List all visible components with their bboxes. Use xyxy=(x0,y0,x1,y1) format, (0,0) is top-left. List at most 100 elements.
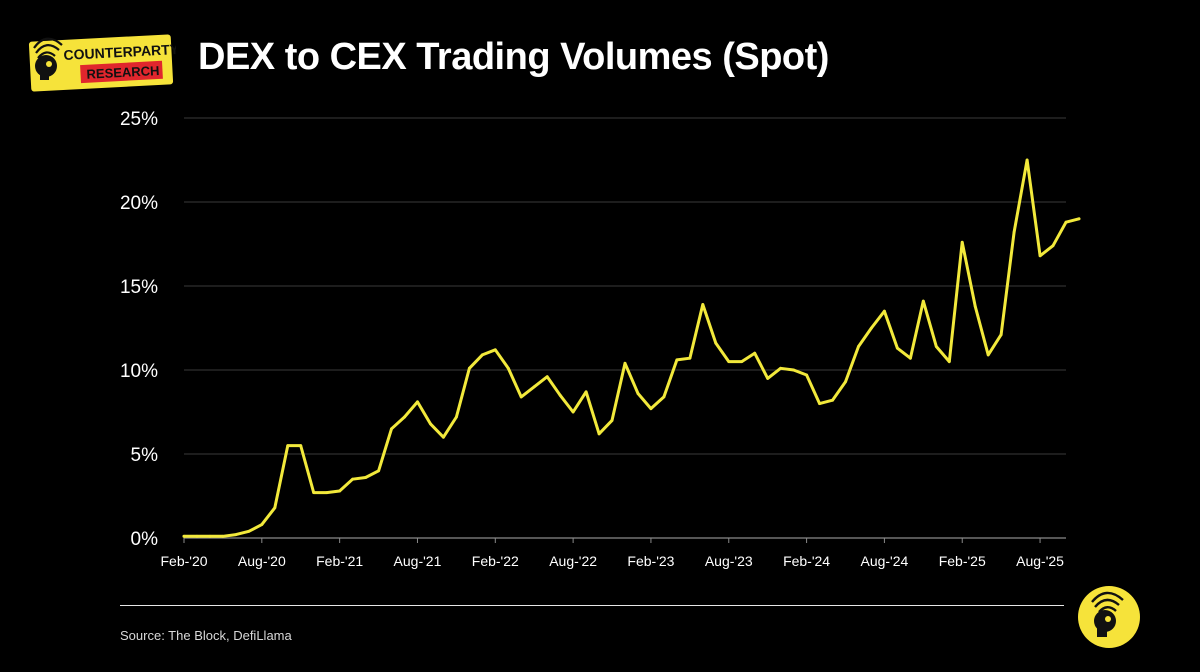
data-point xyxy=(766,377,770,380)
data-point xyxy=(467,366,471,370)
data-point xyxy=(429,422,432,426)
data-point xyxy=(1025,158,1029,162)
data-point xyxy=(740,360,744,363)
data-point xyxy=(506,366,510,370)
x-tick-label: Aug-'23 xyxy=(705,553,753,569)
data-point xyxy=(1038,254,1042,258)
data-point xyxy=(960,240,964,244)
data-point xyxy=(623,361,627,365)
data-point xyxy=(493,348,497,352)
logo-red-band xyxy=(80,60,163,84)
data-point xyxy=(844,380,847,384)
data-point xyxy=(558,393,562,397)
data-point xyxy=(947,360,951,363)
x-axis-ticks: Feb-'20 Aug-'20 Feb-'21 Aug-'21 Feb-'22 Aug-'… xyxy=(160,538,1064,569)
data-point xyxy=(831,398,834,402)
data-point xyxy=(299,444,303,447)
data-point xyxy=(818,402,821,405)
data-point xyxy=(584,390,588,394)
data-point xyxy=(338,489,342,493)
x-tick-label: Feb-'24 xyxy=(783,553,830,569)
data-point xyxy=(221,534,225,538)
data-point xyxy=(532,385,536,389)
logo-text-line2: RESEARCH xyxy=(86,63,160,82)
brand-badge-icon xyxy=(1078,586,1140,648)
data-point xyxy=(649,407,653,411)
x-tick-label: Feb-'21 xyxy=(316,553,363,569)
data-point xyxy=(519,395,523,399)
data-points xyxy=(182,158,1081,538)
data-point xyxy=(921,299,925,303)
line-chart: 0% 5% 10% 15% 20% 25% Feb-'20 Aug-'20 Feb-'21 Au… xyxy=(120,109,1081,569)
x-tick-label: Aug-'25 xyxy=(1016,553,1064,569)
data-point xyxy=(208,534,212,538)
data-point xyxy=(286,444,290,447)
data-point xyxy=(416,400,419,404)
data-point xyxy=(403,415,406,419)
head-icon xyxy=(33,37,63,80)
data-point xyxy=(480,353,484,357)
data-point xyxy=(662,395,666,399)
data-point xyxy=(753,351,757,355)
data-point xyxy=(273,506,277,510)
y-axis-ticks: 0% 5% 10% 15% 20% 25% xyxy=(120,109,158,550)
data-point xyxy=(688,356,692,360)
data-point xyxy=(1077,217,1081,221)
x-tick-label: Aug-'22 xyxy=(549,553,597,569)
data-point xyxy=(247,529,251,533)
series-line-dex-cex xyxy=(182,158,1081,538)
x-tick-label: Aug-'21 xyxy=(394,553,442,569)
y-tick-label: 25% xyxy=(120,109,158,130)
data-point xyxy=(870,326,873,330)
data-point xyxy=(195,534,199,538)
data-point xyxy=(390,427,393,431)
x-tick-label: Feb-'22 xyxy=(472,553,519,569)
chart-title: DEX to CEX Trading Volumes (Spot) xyxy=(198,36,829,78)
data-point xyxy=(364,476,367,479)
logo-text-line1: COUNTERPARTY xyxy=(63,41,176,63)
y-tick-label: 15% xyxy=(120,277,158,298)
counterparty-research-logo: COUNTERPARTY RESEARCH xyxy=(28,34,176,92)
data-point xyxy=(325,491,329,495)
data-point xyxy=(675,358,679,362)
y-tick-label: 5% xyxy=(131,445,159,466)
data-point xyxy=(312,491,316,495)
data-point xyxy=(908,356,912,360)
y-tick-label: 0% xyxy=(131,529,159,550)
data-point xyxy=(714,341,718,345)
data-point xyxy=(442,435,445,439)
data-point xyxy=(779,366,783,370)
data-point xyxy=(895,346,899,350)
data-point xyxy=(999,333,1003,337)
x-tick-label: Aug-'24 xyxy=(860,553,908,569)
data-point xyxy=(1051,244,1055,248)
data-point xyxy=(986,353,990,357)
y-tick-label: 10% xyxy=(120,361,158,382)
grid-lines xyxy=(184,117,1066,455)
data-point xyxy=(260,523,264,526)
data-point xyxy=(234,533,238,537)
data-point xyxy=(610,419,614,422)
x-tick-label: Aug-'20 xyxy=(238,553,286,569)
data-point xyxy=(883,309,886,313)
data-point xyxy=(934,345,938,348)
data-point xyxy=(454,415,458,419)
data-point xyxy=(727,360,731,363)
data-point xyxy=(1064,220,1068,224)
footer-divider xyxy=(120,605,1064,606)
data-point xyxy=(701,303,705,306)
x-tick-label: Feb-'23 xyxy=(627,553,674,569)
x-tick-label: Feb-'20 xyxy=(160,553,207,569)
source-note: Source: The Block, DefiLlama xyxy=(120,628,292,643)
y-tick-label: 20% xyxy=(120,193,158,214)
data-point xyxy=(545,375,549,379)
data-point xyxy=(636,392,640,395)
data-point xyxy=(351,477,355,481)
data-point xyxy=(571,410,575,414)
data-point xyxy=(1012,230,1016,234)
data-point xyxy=(805,373,808,377)
data-point xyxy=(792,368,796,372)
data-point xyxy=(597,432,601,436)
data-point xyxy=(182,534,186,538)
